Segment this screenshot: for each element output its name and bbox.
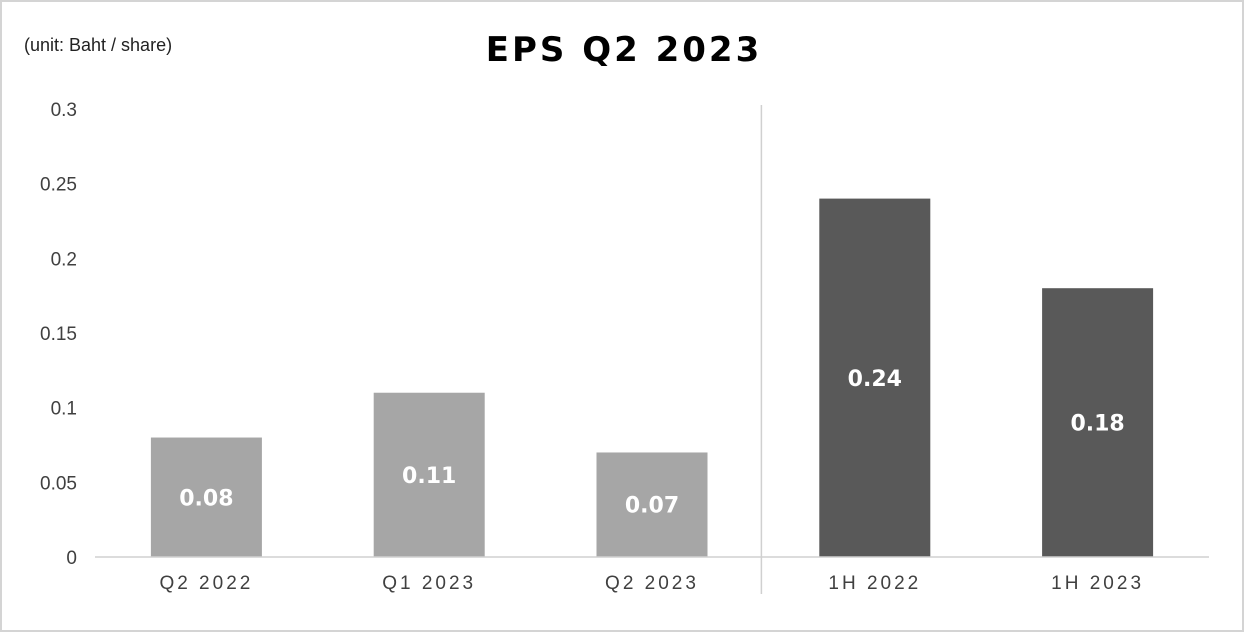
bar: [1042, 288, 1154, 557]
x-tick-label: 1H 2022: [828, 573, 921, 594]
bar: [150, 437, 262, 557]
y-tick-label: 0.1: [51, 399, 77, 420]
bar: [373, 392, 485, 557]
x-tick-label: Q2 2022: [159, 573, 253, 594]
y-tick-label: 0.25: [40, 175, 77, 196]
unit-label: (unit: Baht / share): [24, 35, 172, 55]
x-axis-ticks: Q2 2022 Q1 2023 Q2 2023 1H 2022 1H 2023: [159, 573, 1144, 594]
y-tick-label: 0: [66, 548, 77, 569]
data-labels-group: 0.08 0.11 0.07 0.24 0.18: [179, 367, 1124, 519]
y-tick-label: 0.3: [51, 100, 77, 121]
data-label: 0.07: [625, 494, 679, 519]
y-axis-ticks: 0 0.05 0.1 0.15 0.2 0.25 0.3: [40, 100, 77, 569]
x-tick-label: 1H 2023: [1051, 573, 1144, 594]
bar: [596, 452, 708, 557]
data-label: 0.24: [848, 367, 902, 392]
bars-group: [150, 198, 1154, 557]
bar: [819, 198, 931, 557]
x-tick-label: Q2 2023: [605, 573, 699, 594]
y-tick-label: 0.05: [40, 473, 77, 494]
data-label: 0.08: [179, 486, 233, 511]
data-label: 0.11: [402, 464, 456, 489]
y-tick-label: 0.15: [40, 324, 77, 345]
y-tick-label: 0.2: [51, 249, 77, 270]
data-label: 0.18: [1070, 412, 1124, 437]
chart-title: EPS Q2 2023: [486, 30, 763, 70]
x-tick-label: Q1 2023: [382, 573, 476, 594]
